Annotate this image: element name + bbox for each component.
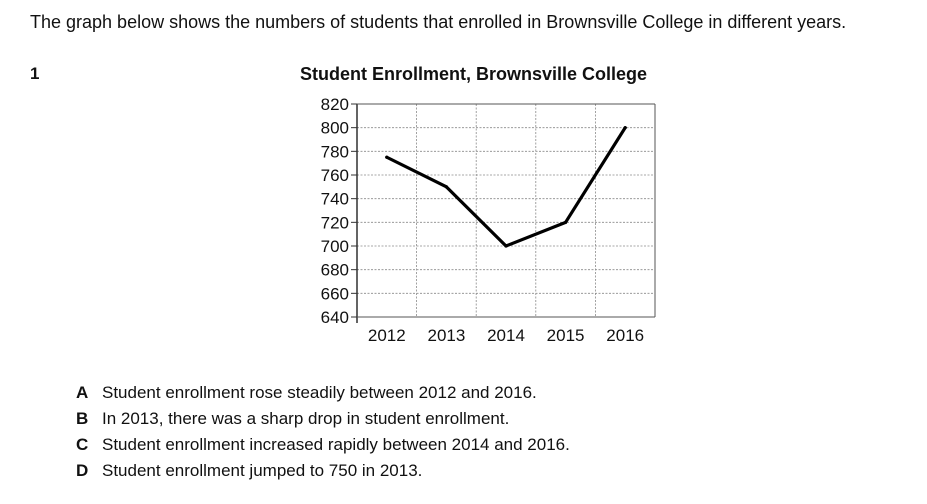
option-letter: B <box>76 409 89 428</box>
x-tick-label: 2014 <box>487 326 525 345</box>
chart-series <box>385 126 627 248</box>
option-a[interactable]: A Student enrollment rose steadily betwee… <box>76 380 570 406</box>
y-tick-label: 720 <box>321 213 349 232</box>
option-letter: A <box>76 383 89 402</box>
y-tick-label: 660 <box>321 284 349 303</box>
option-letter: D <box>76 461 89 480</box>
data-point <box>623 126 627 130</box>
question-number: 1 <box>30 64 40 83</box>
enrollment-line <box>385 126 627 248</box>
x-tick-label: 2016 <box>606 326 644 345</box>
answer-options: A Student enrollment rose steadily betwee… <box>76 380 570 484</box>
x-tick-label: 2013 <box>427 326 465 345</box>
y-tick-label: 740 <box>321 190 349 209</box>
option-d[interactable]: D Student enrollment jumped to 750 in 201… <box>76 458 570 484</box>
y-tick-label: 760 <box>321 166 349 185</box>
chart-axes <box>356 103 656 323</box>
y-tick-label: 820 <box>321 95 349 114</box>
x-tick-label: 2012 <box>368 326 406 345</box>
option-text: In 2013, there was a sharp drop in stude… <box>102 409 510 428</box>
data-point <box>504 244 508 248</box>
option-letter: C <box>76 435 89 454</box>
y-axis-ticks: 820 800 780 760 740 720 700 680 660 640 <box>321 95 357 327</box>
y-tick-label: 680 <box>321 261 349 280</box>
option-c[interactable]: C Student enrollment increased rapidly be… <box>76 432 570 458</box>
chart-title: Student Enrollment, Brownsville College <box>300 64 648 84</box>
data-point <box>385 155 389 159</box>
option-b[interactable]: B In 2013, there was a sharp drop in stud… <box>76 406 570 432</box>
y-tick-label: 700 <box>321 237 349 256</box>
x-tick-label: 2015 <box>547 326 585 345</box>
intro-text: The graph below shows the numbers of stu… <box>30 12 847 32</box>
option-text: Student enrollment increased rapidly bet… <box>102 435 570 454</box>
data-point <box>564 220 568 224</box>
x-axis-ticks: 2012 2013 2014 2015 2016 <box>368 326 644 345</box>
option-text: Student enrollment jumped to 750 in 2013… <box>102 461 423 480</box>
y-tick-label: 800 <box>321 119 349 138</box>
data-point <box>444 185 448 189</box>
y-tick-label: 780 <box>321 142 349 161</box>
option-text: Student enrollment rose steadily between… <box>102 383 537 402</box>
y-tick-label: 640 <box>321 308 349 327</box>
chart-grid <box>357 103 655 318</box>
